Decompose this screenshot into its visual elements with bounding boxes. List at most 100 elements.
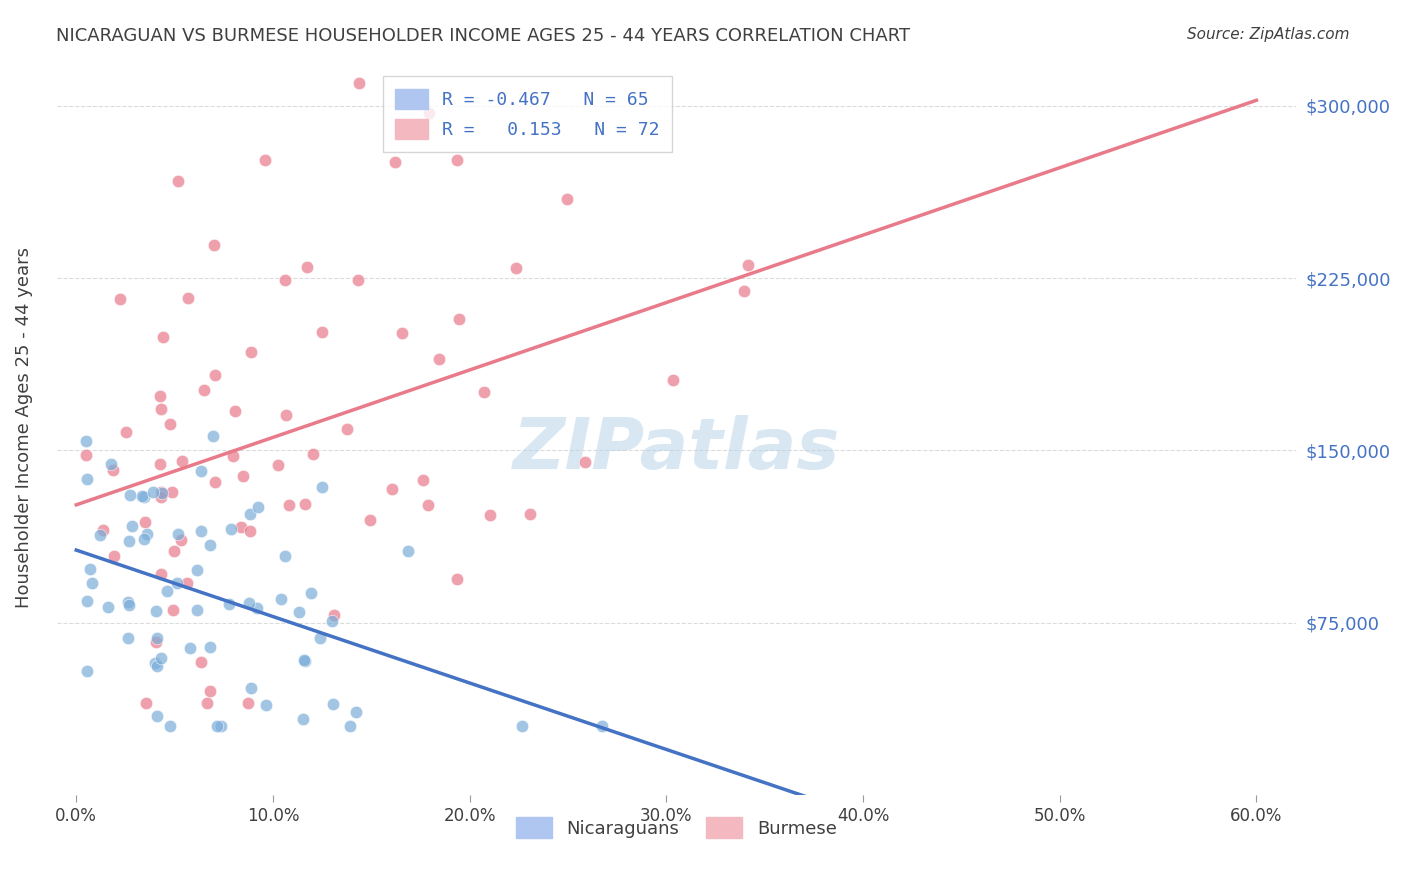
Point <box>472 385 495 400</box>
Point <box>159 417 181 431</box>
Point <box>311 480 333 494</box>
Point <box>97 599 120 614</box>
Point <box>150 566 173 581</box>
Point <box>204 368 226 383</box>
Point <box>177 291 200 305</box>
Point <box>205 719 228 733</box>
Point <box>308 631 330 645</box>
Point <box>274 409 297 423</box>
Point <box>418 106 440 120</box>
Point <box>295 260 318 275</box>
Point <box>254 698 277 713</box>
Point <box>416 498 439 512</box>
Point <box>737 258 759 272</box>
Point <box>145 634 167 648</box>
Point <box>149 402 172 417</box>
Text: ZIPatlas: ZIPatlas <box>513 415 839 484</box>
Point <box>121 518 143 533</box>
Point <box>294 654 316 668</box>
Point <box>391 326 413 340</box>
Point <box>238 596 260 610</box>
Point <box>574 455 596 469</box>
Point <box>117 595 139 609</box>
Legend: Nicaraguans, Burmese: Nicaraguans, Burmese <box>509 810 844 846</box>
Point <box>146 631 169 645</box>
Point <box>142 485 165 500</box>
Point <box>197 697 219 711</box>
Point <box>733 284 755 298</box>
Point <box>238 697 260 711</box>
Point <box>224 403 246 417</box>
Point <box>80 576 103 591</box>
Point <box>339 719 361 733</box>
Point <box>89 527 111 541</box>
Point <box>202 429 225 443</box>
Point <box>278 499 301 513</box>
Point <box>449 312 471 326</box>
Point <box>150 650 173 665</box>
Point <box>198 684 221 698</box>
Point <box>322 697 344 711</box>
Point <box>114 425 136 439</box>
Point <box>186 603 208 617</box>
Point <box>160 485 183 500</box>
Point <box>232 469 254 483</box>
Point <box>302 447 325 461</box>
Point <box>299 586 322 600</box>
Point <box>179 641 201 656</box>
Point <box>100 457 122 471</box>
Point <box>591 719 613 733</box>
Point <box>166 575 188 590</box>
Point <box>222 449 245 463</box>
Point <box>204 475 226 489</box>
Point <box>347 273 370 287</box>
Point <box>103 549 125 563</box>
Point <box>396 543 419 558</box>
Point <box>292 653 315 667</box>
Point <box>132 533 155 547</box>
Point <box>131 489 153 503</box>
Point <box>146 709 169 723</box>
Point <box>510 719 533 733</box>
Point <box>218 597 240 611</box>
Point <box>149 484 172 499</box>
Point <box>117 533 139 548</box>
Point <box>117 632 139 646</box>
Point <box>110 293 132 307</box>
Point <box>245 601 267 615</box>
Point <box>274 272 297 286</box>
Point <box>311 325 333 339</box>
Point <box>347 76 370 90</box>
Point <box>219 522 242 536</box>
Point <box>145 658 167 673</box>
Point <box>149 388 172 402</box>
Point <box>239 524 262 538</box>
Point <box>75 448 97 462</box>
Point <box>662 373 685 387</box>
Point <box>79 562 101 576</box>
Point <box>190 524 212 538</box>
Point <box>198 538 221 552</box>
Point <box>149 457 172 471</box>
Point <box>118 599 141 613</box>
Point <box>166 527 188 541</box>
Point <box>75 434 97 449</box>
Point <box>239 507 262 521</box>
Point <box>132 490 155 504</box>
Point <box>505 261 527 276</box>
Point <box>169 533 191 548</box>
Point <box>446 153 468 167</box>
Text: NICARAGUAN VS BURMESE HOUSEHOLDER INCOME AGES 25 - 44 YEARS CORRELATION CHART: NICARAGUAN VS BURMESE HOUSEHOLDER INCOME… <box>56 27 910 45</box>
Point <box>292 712 315 726</box>
Point <box>381 483 404 497</box>
Point <box>167 174 190 188</box>
Point <box>193 383 215 397</box>
Point <box>76 472 98 486</box>
Point <box>246 500 269 514</box>
Point <box>143 656 166 670</box>
Point <box>412 473 434 487</box>
Point <box>120 488 142 502</box>
Point <box>152 329 174 343</box>
Point <box>253 153 276 167</box>
Point <box>240 681 263 695</box>
